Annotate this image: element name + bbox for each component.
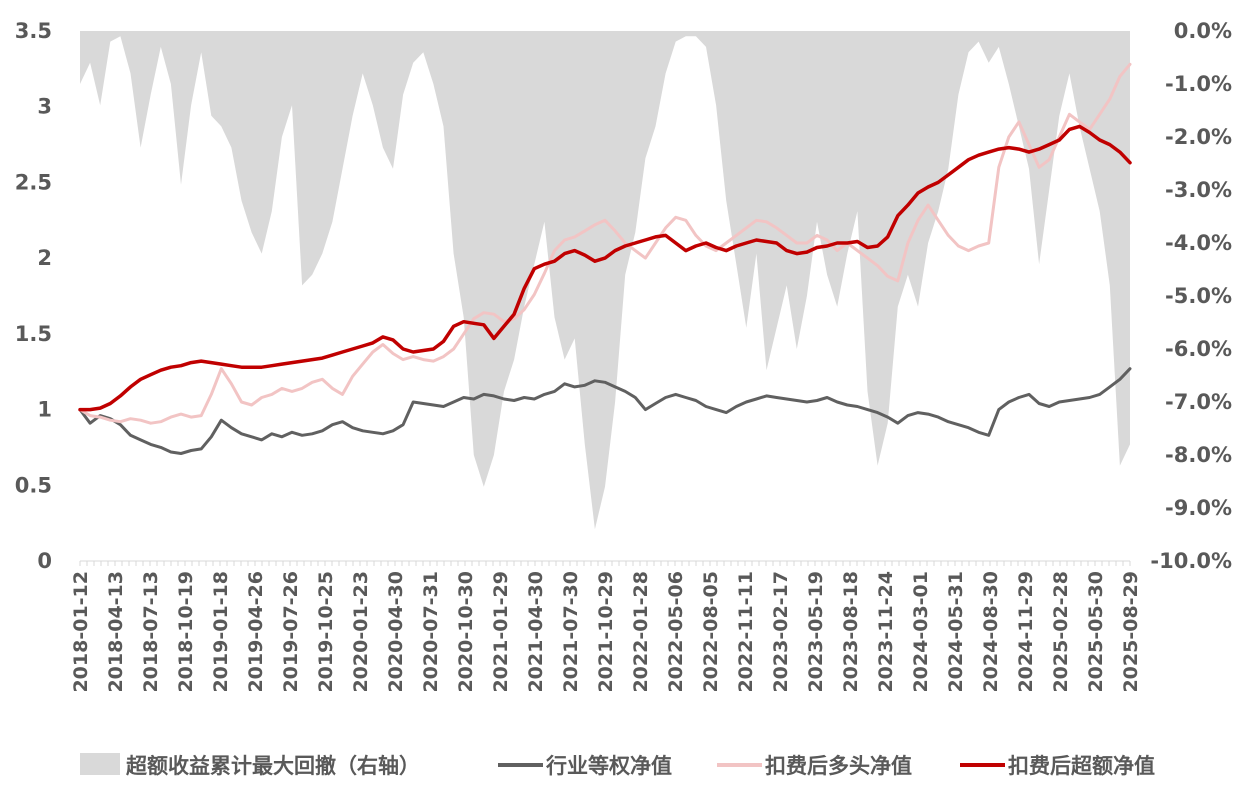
y-left-tick-label: 2.5: [15, 170, 52, 194]
x-tick-label: 2023-05-19: [805, 571, 827, 693]
x-tick-label: 2020-07-31: [420, 571, 442, 693]
y-right-tick-label: -9.0%: [1165, 496, 1232, 520]
x-tick-label: 2019-04-26: [245, 571, 267, 693]
net-value-lines-layer: [78, 62, 1132, 455]
x-tick-label: 2025-05-30: [1085, 571, 1107, 693]
legend-label: 扣费后超额净值: [1008, 754, 1155, 778]
x-tick-label: 2018-01-12: [70, 571, 92, 693]
y-right-tick-label: -2.0%: [1165, 125, 1232, 149]
x-tick-label: 2018-04-13: [105, 571, 127, 693]
x-tick-label: 2019-01-18: [210, 571, 232, 693]
x-tick-label: 2018-10-19: [175, 571, 197, 693]
x-tick-label: 2021-10-29: [595, 571, 617, 693]
series-industry-equal-weight-line: [78, 367, 1132, 455]
y-left-tick-label: 2: [37, 246, 52, 270]
legend: 超额收益累计最大回撤（右轴） 行业等权净值 扣费后多头净值 扣费后超额净值: [80, 753, 1155, 778]
y-left-tick-label: 3.5: [15, 19, 52, 43]
legend-swatch-drawdown: [80, 753, 120, 775]
x-tick-label: 2021-07-30: [560, 571, 582, 693]
y-right-tick-label: -4.0%: [1165, 231, 1232, 255]
y-right-tick-label: -7.0%: [1165, 390, 1232, 414]
x-tick-label: 2025-08-29: [1120, 571, 1142, 693]
x-tick-label: 2019-10-25: [315, 571, 337, 693]
y-right-tick-label: -8.0%: [1165, 443, 1232, 467]
x-tick-label: 2023-02-17: [770, 571, 792, 693]
y-right-tick-label: -10.0%: [1150, 549, 1232, 573]
series-excess-net-value-line: [78, 124, 1132, 412]
x-tick-marks: [79, 561, 1131, 566]
y-left-tick-label: 3: [37, 95, 52, 119]
x-tick-label: 2023-08-18: [840, 571, 862, 693]
y-right-tick-label: -3.0%: [1165, 178, 1232, 202]
y-left-tick-labels: 0 0.5 1 1.5 2 2.5 3 3.5: [15, 19, 52, 573]
y-left-tick-label: 1.5: [15, 322, 52, 346]
x-tick-label: 2020-04-30: [385, 571, 407, 693]
y-right-tick-label: 0.0%: [1174, 19, 1232, 43]
x-tick-label: 2025-02-28: [1050, 571, 1072, 693]
series-long-net-value-line: [78, 62, 1132, 425]
legend-label: 行业等权净值: [545, 754, 672, 778]
y-left-tick-label: 0: [37, 549, 52, 573]
x-tick-label: 2022-01-28: [630, 571, 652, 693]
y-left-tick-label: 0.5: [15, 473, 52, 497]
x-tick-label: 2022-05-06: [665, 571, 687, 693]
x-tick-label: 2024-03-01: [910, 571, 932, 693]
x-tick-label: 2024-08-30: [980, 571, 1002, 693]
x-tick-label: 2023-11-24: [875, 571, 897, 693]
y-right-tick-label: -1.0%: [1165, 72, 1232, 96]
y-right-tick-label: -6.0%: [1165, 337, 1232, 361]
x-tick-label: 2024-11-29: [1015, 571, 1037, 693]
x-tick-label: 2024-05-31: [945, 571, 967, 693]
y-right-tick-labels: 0.0% -1.0% -2.0% -3.0% -4.0% -5.0% -6.0% -7.0% -…: [1150, 19, 1232, 573]
x-tick-label: 2021-04-30: [525, 571, 547, 693]
x-tick-label: 2018-07-13: [140, 571, 162, 693]
y-right-tick-label: -5.0%: [1165, 284, 1232, 308]
x-tick-labels: 2018-01-12 2018-04-13 2018-07-13 2018-10-19…: [70, 571, 1142, 693]
x-tick-label: 2021-01-29: [490, 571, 512, 693]
x-tick-label: 2022-08-05: [700, 571, 722, 693]
x-tick-label: 2022-11-11: [735, 571, 757, 693]
x-tick-label: 2019-07-26: [280, 571, 302, 693]
x-tick-label: 2020-10-30: [455, 571, 477, 693]
y-left-tick-label: 1: [37, 398, 52, 422]
series-drawdown-area: [80, 31, 1130, 530]
legend-label: 扣费后多头净值: [765, 754, 912, 778]
drawdown-area-layer: [80, 31, 1130, 530]
x-tick-label: 2020-01-23: [350, 571, 372, 693]
legend-label: 超额收益累计最大回撤（右轴）: [126, 754, 420, 778]
